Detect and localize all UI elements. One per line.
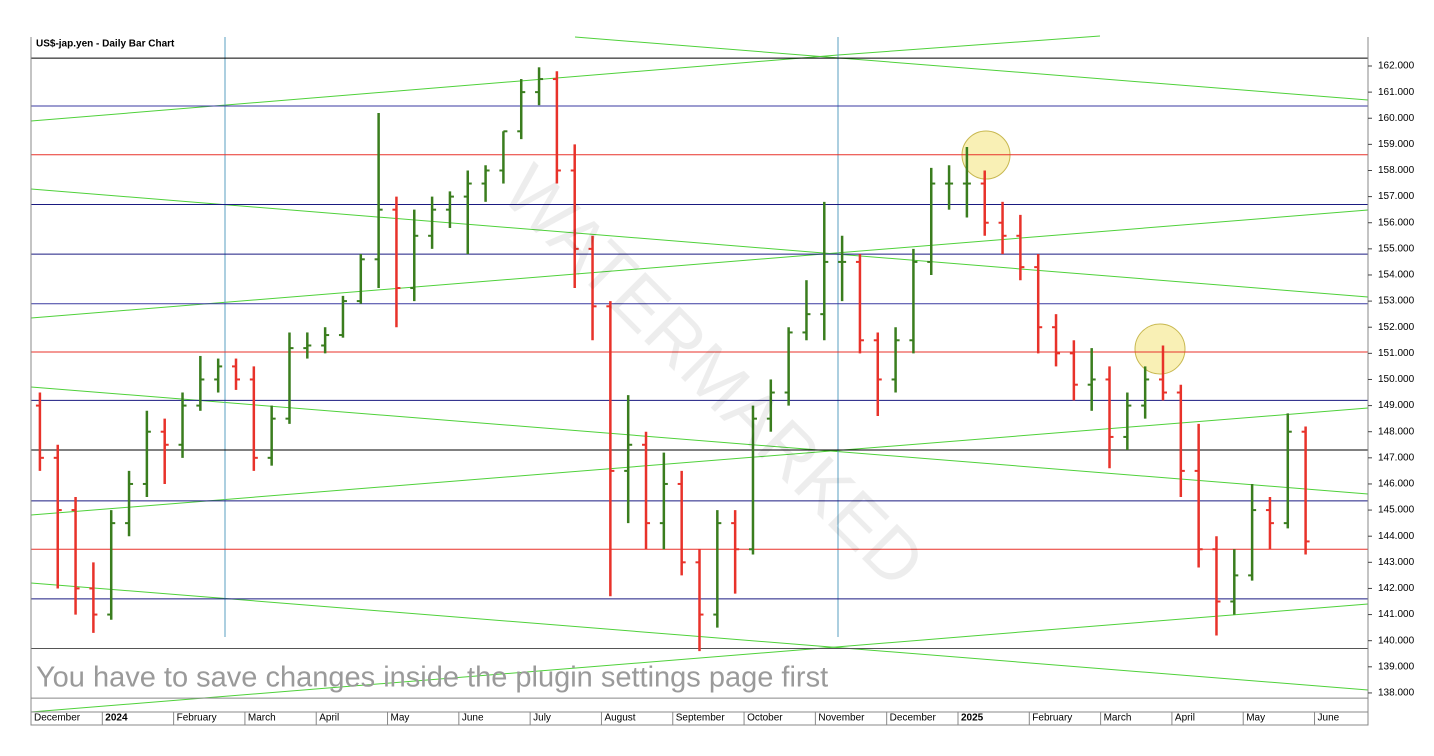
y-tick-label: 157.000 <box>1378 191 1415 202</box>
y-tick-label: 147.000 <box>1378 452 1415 463</box>
y-tick-label: 148.000 <box>1378 426 1415 437</box>
axes: 138.000 139.000 140.000 141.000 142.000 143.0… <box>30 61 1415 725</box>
x-tick-label: October <box>747 713 783 724</box>
trend-lines <box>30 35 1369 713</box>
bars <box>35 67 1310 652</box>
x-tick-label: March <box>248 713 276 724</box>
chart-title: US$-jap.yen - Daily Bar Chart <box>36 39 175 50</box>
y-tick-label: 141.000 <box>1378 609 1415 620</box>
highlight-circle <box>1134 323 1186 375</box>
y-tick-label: 145.000 <box>1378 505 1415 516</box>
y-tick-label: 162.000 <box>1378 61 1415 72</box>
y-tick-label: 155.000 <box>1378 243 1415 254</box>
trend-line <box>574 36 1369 101</box>
x-tick-label: June <box>1318 713 1340 724</box>
x-tick-label: February <box>1032 713 1072 724</box>
trend-line <box>30 209 1369 319</box>
y-tick-label: 143.000 <box>1378 557 1415 568</box>
trend-line <box>837 35 1101 56</box>
y-tick-label: 158.000 <box>1378 165 1415 176</box>
x-tick-label: December <box>34 713 81 724</box>
x-tick-label: June <box>462 713 484 724</box>
x-tick-label: May <box>391 713 410 724</box>
levels <box>31 57 1368 699</box>
x-tick-label: August <box>604 713 635 724</box>
x-tick-label: November <box>818 713 865 724</box>
trend-line <box>30 603 1369 713</box>
y-tick-label: 142.000 <box>1378 583 1415 594</box>
x-tick-label: February <box>177 713 217 724</box>
y-tick-label: 139.000 <box>1378 661 1415 672</box>
y-tick-label: 151.000 <box>1378 348 1415 359</box>
y-tick-label: 149.000 <box>1378 400 1415 411</box>
y-tick-label: 159.000 <box>1378 139 1415 150</box>
x-tick-label: 2025 <box>961 713 984 724</box>
x-tick-label: December <box>890 713 937 724</box>
x-tick-label: May <box>1246 713 1265 724</box>
x-tick-label: March <box>1104 713 1132 724</box>
trend-line <box>30 407 1369 516</box>
y-tick-label: 154.000 <box>1378 270 1415 281</box>
y-tick-label: 152.000 <box>1378 322 1415 333</box>
y-tick-label: 153.000 <box>1378 296 1415 307</box>
x-tick-label: April <box>1175 713 1195 724</box>
y-tick-label: 138.000 <box>1378 688 1415 699</box>
trend-line <box>30 188 1369 298</box>
y-tick-label: 160.000 <box>1378 113 1415 124</box>
trend-line <box>30 54 839 122</box>
x-tick-label: September <box>676 713 726 724</box>
x-tick-label: July <box>533 713 551 724</box>
y-tick-label: 140.000 <box>1378 635 1415 646</box>
y-tick-label: 144.000 <box>1378 531 1415 542</box>
x-tick-label: 2024 <box>105 713 128 724</box>
y-tick-label: 156.000 <box>1378 217 1415 228</box>
y-tick-label: 161.000 <box>1378 87 1415 98</box>
x-tick-label: April <box>319 713 339 724</box>
y-tick-label: 146.000 <box>1378 479 1415 490</box>
notice: You have to save changes inside the plug… <box>36 662 828 694</box>
y-tick-label: 150.000 <box>1378 374 1415 385</box>
